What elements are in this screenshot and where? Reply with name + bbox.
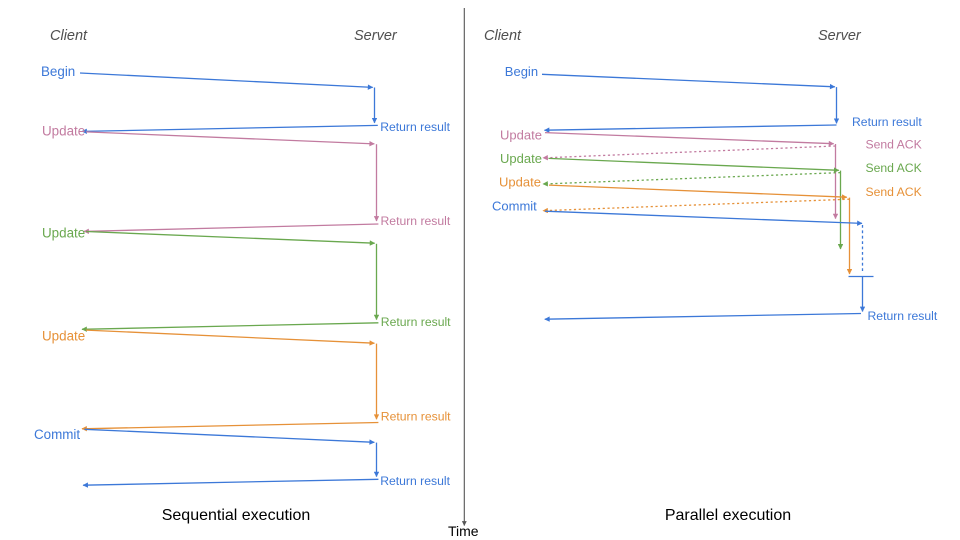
svg-text:Update: Update	[42, 124, 85, 139]
svg-text:Parallel execution: Parallel execution	[665, 507, 791, 524]
svg-text:Begin: Begin	[505, 64, 538, 79]
svg-text:Return result: Return result	[380, 120, 450, 134]
svg-text:Client: Client	[484, 28, 522, 44]
svg-text:Return result: Return result	[381, 315, 451, 329]
svg-text:Send ACK: Send ACK	[866, 161, 922, 175]
svg-text:Return result: Return result	[852, 115, 922, 129]
svg-text:Client: Client	[50, 28, 88, 44]
svg-text:Update: Update	[500, 128, 542, 143]
svg-text:Update: Update	[42, 226, 85, 241]
svg-text:Update: Update	[500, 151, 542, 166]
svg-text:Time: Time	[448, 523, 479, 539]
svg-text:Update: Update	[42, 329, 85, 344]
svg-text:Send ACK: Send ACK	[866, 138, 922, 152]
svg-text:Commit: Commit	[34, 427, 80, 442]
svg-text:Begin: Begin	[41, 64, 75, 79]
svg-text:Return result: Return result	[868, 309, 938, 323]
svg-text:Return result: Return result	[381, 214, 451, 228]
svg-text:Server: Server	[818, 28, 862, 44]
svg-text:Return result: Return result	[380, 474, 450, 488]
svg-text:Update: Update	[499, 175, 541, 190]
svg-text:Commit: Commit	[492, 199, 537, 214]
svg-text:Return result: Return result	[381, 410, 451, 424]
svg-text:Sequential execution: Sequential execution	[162, 507, 311, 524]
svg-text:Server: Server	[354, 28, 398, 44]
svg-text:Send ACK: Send ACK	[866, 185, 922, 199]
